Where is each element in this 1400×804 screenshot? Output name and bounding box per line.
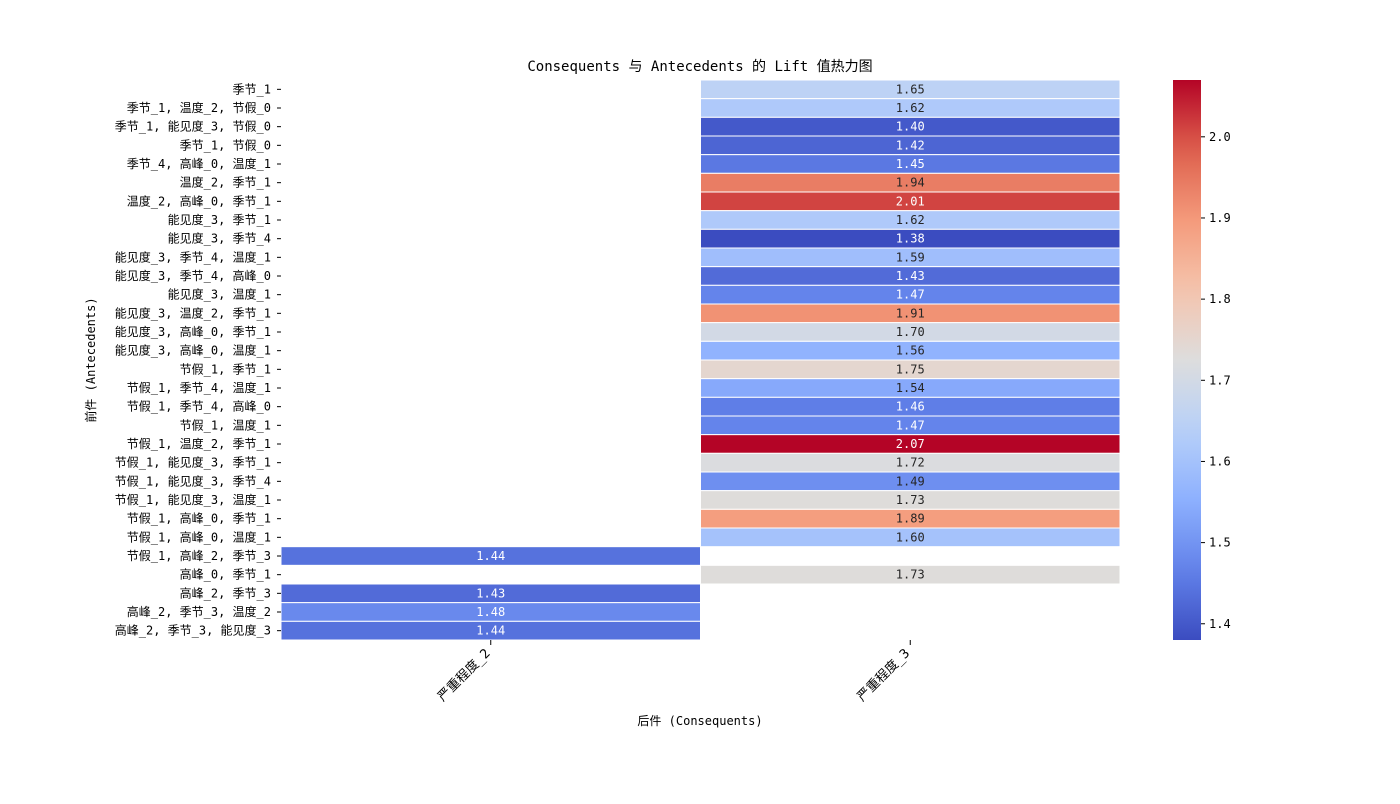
cell-value-label: 1.94 bbox=[896, 176, 925, 190]
y-tick-label: 节假_1, 季节_4, 高峰_0 bbox=[127, 399, 271, 414]
y-tick-label: 季节_4, 高峰_0, 温度_1 bbox=[127, 156, 271, 171]
y-tick-label: 能见度_3, 季节_4, 温度_1 bbox=[115, 249, 271, 264]
cell-value-label: 1.62 bbox=[896, 213, 925, 227]
cell-value-label: 1.75 bbox=[896, 362, 925, 376]
cell-value-label: 1.44 bbox=[476, 624, 505, 638]
y-tick-label: 节假_1, 能见度_3, 季节_1 bbox=[115, 455, 271, 470]
y-tick-label: 能见度_3, 季节_4 bbox=[168, 231, 271, 246]
x-tick-label: 严重程度_3 bbox=[854, 646, 913, 705]
y-tick-label: 节假_1, 季节_4, 温度_1 bbox=[127, 380, 271, 395]
y-tick-label: 节假_1, 温度_1 bbox=[180, 417, 271, 432]
heatmap-cell bbox=[700, 564, 1121, 585]
colorbar-tick-label: 1.9 bbox=[1209, 211, 1231, 225]
y-tick-label: 温度_2, 高峰_0, 季节_1 bbox=[127, 193, 271, 208]
y-tick-label: 能见度_3, 高峰_0, 季节_1 bbox=[115, 324, 271, 339]
y-tick-label: 能见度_3, 温度_2, 季节_1 bbox=[115, 305, 271, 320]
chart-title: Consequents 与 Antecedents 的 Lift 值热力图 bbox=[527, 59, 872, 75]
heatmap-cells: 1.65 1.62 1.40 1.42 1.45 1.94 2.01 1.62 1.38 1.59… bbox=[280, 79, 1121, 641]
cell-value-label: 1.59 bbox=[896, 250, 925, 264]
x-tick-labels: 严重程度_2 严重程度_3 bbox=[434, 640, 913, 705]
y-tick-label: 节假_1, 能见度_3, 温度_1 bbox=[115, 492, 271, 507]
x-tick-label: 严重程度_2 bbox=[434, 646, 493, 705]
y-tick-label: 高峰_2, 季节_3, 温度_2 bbox=[127, 604, 271, 619]
colorbar-tick-label: 2.0 bbox=[1209, 130, 1231, 144]
y-tick-label: 能见度_3, 季节_4, 高峰_0 bbox=[115, 268, 271, 283]
cell-value-label: 1.54 bbox=[896, 381, 925, 395]
y-tick-label: 节假_1, 高峰_0, 季节_1 bbox=[127, 511, 271, 526]
cell-value-label: 1.44 bbox=[476, 549, 505, 563]
y-tick-label: 温度_2, 季节_1 bbox=[180, 175, 271, 190]
y-axis-label: 前件 (Antecedents) bbox=[83, 297, 98, 422]
colorbar: 1.4 1.5 1.6 1.7 1.8 1.9 2.0 bbox=[1173, 80, 1231, 640]
y-tick-label: 能见度_3, 高峰_0, 温度_1 bbox=[115, 343, 271, 358]
cell-value-label: 1.48 bbox=[476, 605, 505, 619]
colorbar-gradient bbox=[1173, 80, 1201, 640]
cell-value-label: 1.45 bbox=[896, 157, 925, 171]
y-tick-label: 高峰_2, 季节_3, 能见度_3 bbox=[115, 623, 271, 638]
x-axis-label: 后件 (Consequents) bbox=[637, 714, 762, 728]
y-tick-label: 能见度_3, 温度_1 bbox=[168, 287, 271, 302]
cell-value-label: 1.89 bbox=[896, 512, 925, 526]
y-tick-label: 高峰_0, 季节_1 bbox=[180, 567, 271, 582]
y-tick-labels: 季节_1 季节_1, 温度_2, 节假_0 季节_1, 能见度_3, 节假_0 季节_… bbox=[115, 82, 281, 638]
cell-value-label: 2.01 bbox=[896, 194, 925, 208]
cell-value-label: 1.60 bbox=[896, 530, 925, 544]
cell-value-label: 1.43 bbox=[476, 586, 505, 600]
colorbar-tick-label: 1.6 bbox=[1209, 454, 1231, 468]
y-tick-label: 节假_1, 高峰_2, 季节_3 bbox=[127, 548, 271, 563]
cell-value-label: 2.07 bbox=[896, 437, 925, 451]
cell-value-label: 1.65 bbox=[896, 82, 925, 96]
cell-value-label: 1.40 bbox=[896, 120, 925, 134]
colorbar-tick-label: 1.7 bbox=[1209, 373, 1231, 387]
colorbar-tick-label: 1.8 bbox=[1209, 292, 1231, 306]
cell-value-label: 1.70 bbox=[896, 325, 925, 339]
y-tick-label: 季节_1 bbox=[233, 82, 271, 96]
y-tick-label: 节假_1, 季节_1 bbox=[180, 362, 271, 376]
cell-value-label: 1.56 bbox=[896, 344, 925, 358]
cell-value-label: 1.38 bbox=[896, 232, 925, 246]
cell-value-label: 1.47 bbox=[896, 418, 925, 432]
y-tick-label: 节假_1, 能见度_3, 季节_4 bbox=[115, 473, 271, 488]
cell-value-label: 1.62 bbox=[896, 101, 925, 115]
cell-value-label: 1.72 bbox=[896, 456, 925, 470]
cell-value-label: 1.46 bbox=[896, 400, 925, 414]
colorbar-tick-label: 1.4 bbox=[1209, 617, 1231, 631]
y-tick-label: 季节_1, 能见度_3, 节假_0 bbox=[115, 119, 271, 134]
heatmap-cell bbox=[700, 527, 1121, 548]
y-tick-label: 节假_1, 高峰_0, 温度_1 bbox=[127, 529, 271, 544]
cell-value-label: 1.73 bbox=[896, 493, 925, 507]
colorbar-tick-label: 1.5 bbox=[1209, 536, 1231, 550]
y-tick-label: 节假_1, 温度_2, 季节_1 bbox=[127, 436, 271, 451]
y-tick-label: 季节_1, 温度_2, 节假_0 bbox=[127, 100, 271, 115]
cell-value-label: 1.91 bbox=[896, 306, 925, 320]
cell-value-label: 1.42 bbox=[896, 138, 925, 152]
y-tick-label: 高峰_2, 季节_3 bbox=[180, 585, 271, 600]
cell-value-label: 1.43 bbox=[896, 269, 925, 283]
cell-value-label: 1.73 bbox=[896, 568, 925, 582]
cell-value-label: 1.47 bbox=[896, 288, 925, 302]
cell-value-label: 1.49 bbox=[896, 474, 925, 488]
y-tick-label: 能见度_3, 季节_1 bbox=[168, 212, 271, 227]
y-tick-label: 季节_1, 节假_0 bbox=[180, 138, 271, 152]
